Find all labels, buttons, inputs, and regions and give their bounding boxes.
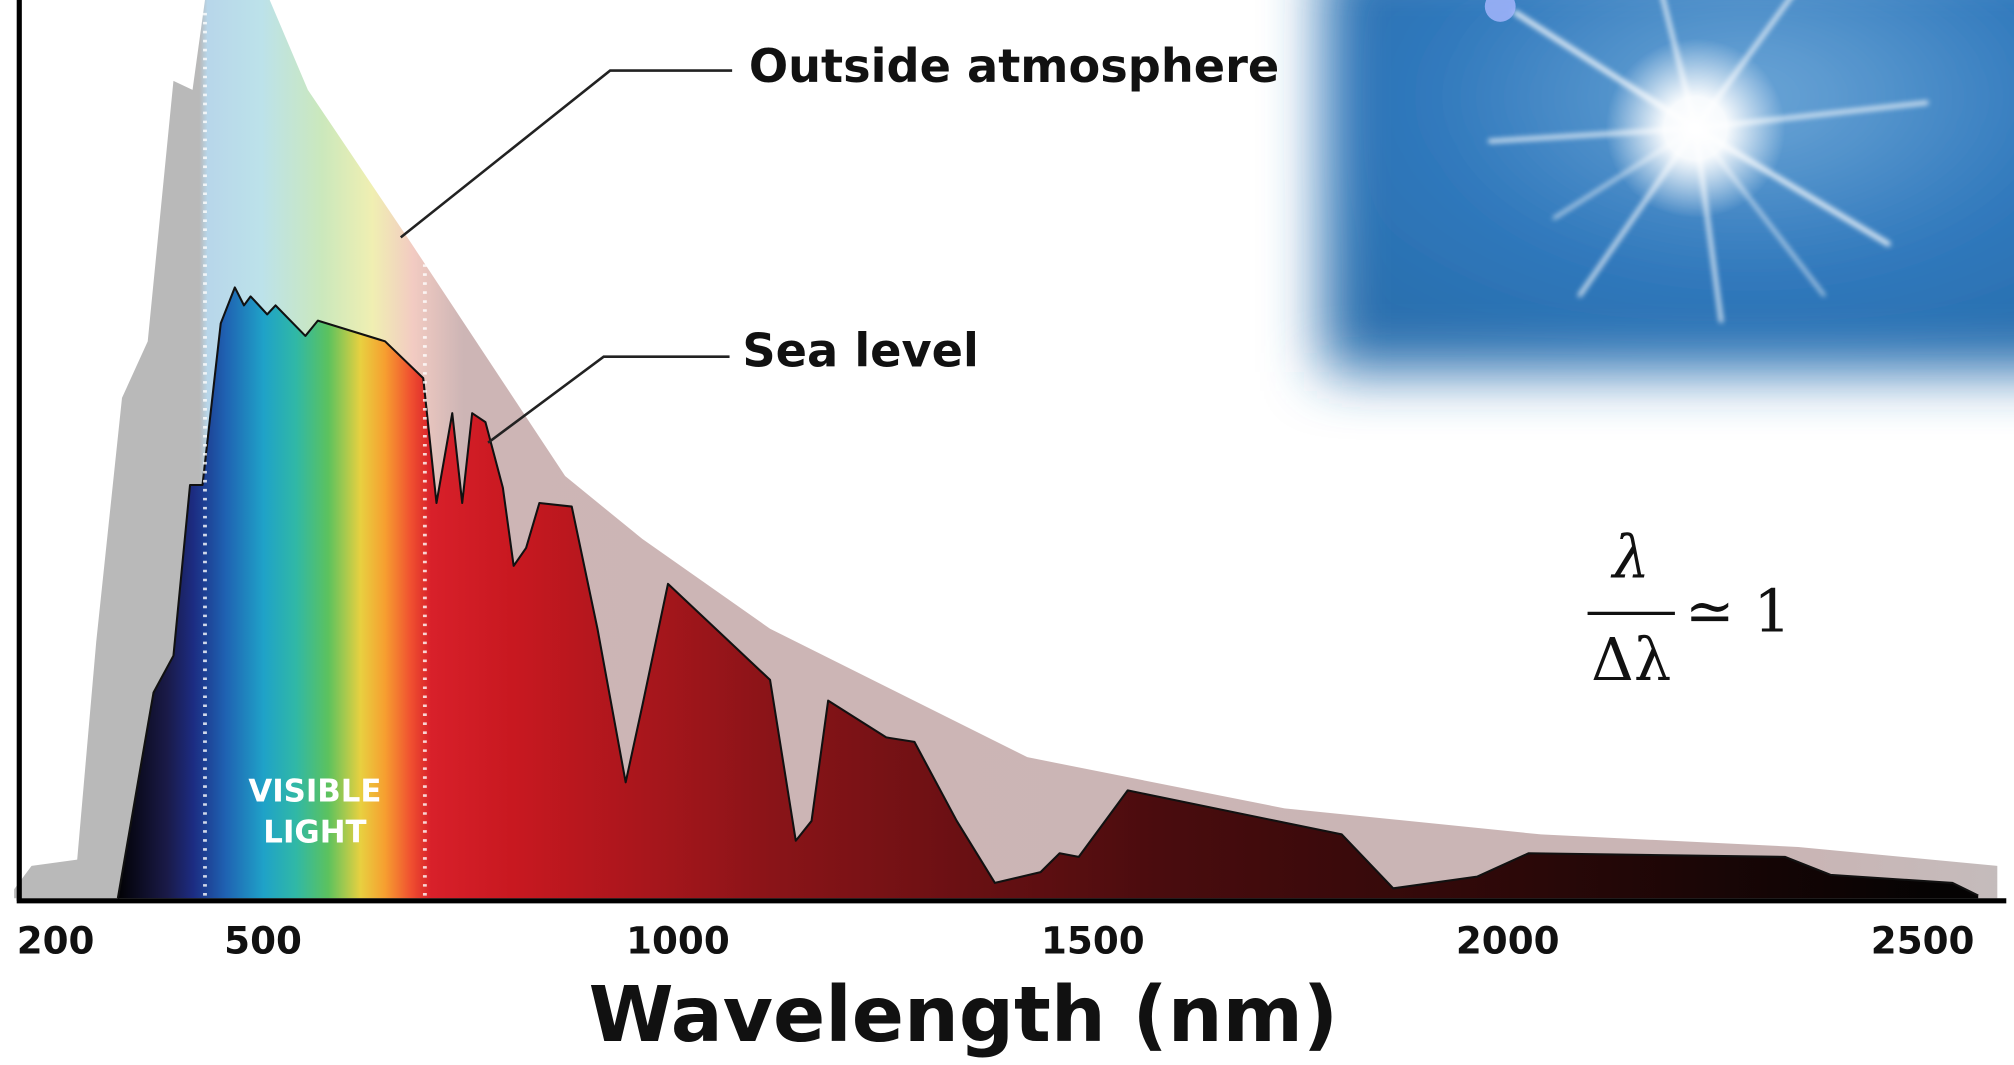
annotation-sea: Sea level (488, 324, 979, 443)
formula: λ Δλ ≃ 1 (1588, 523, 1791, 695)
x-tick-label: 1500 (1041, 919, 1145, 963)
x-tick-label: 1000 (626, 919, 730, 963)
x-tick-label: 2500 (1871, 919, 1975, 963)
chart: Wavelength (nm) Outside atmosphere Sea l… (0, 0, 2014, 1065)
series-label: Sea level (742, 324, 978, 378)
x-axis-title: Wavelength (nm) (589, 971, 1339, 1060)
x-tick-label: 500 (224, 919, 302, 963)
x-tick-label: 200 (17, 919, 95, 963)
visible-label: LIGHT (263, 815, 366, 851)
series-label: Outside atmosphere (749, 39, 1279, 93)
formula-numerator: λ (1611, 523, 1650, 592)
formula-relation: ≃ 1 (1685, 576, 1791, 645)
sun-photo (1323, 0, 2014, 372)
x-tick-label: 2000 (1456, 919, 1560, 963)
annotation-outside: Outside atmosphere (401, 39, 1280, 238)
formula-denominator: Δλ (1591, 625, 1671, 694)
visible-label: VISIBLE (248, 773, 381, 809)
